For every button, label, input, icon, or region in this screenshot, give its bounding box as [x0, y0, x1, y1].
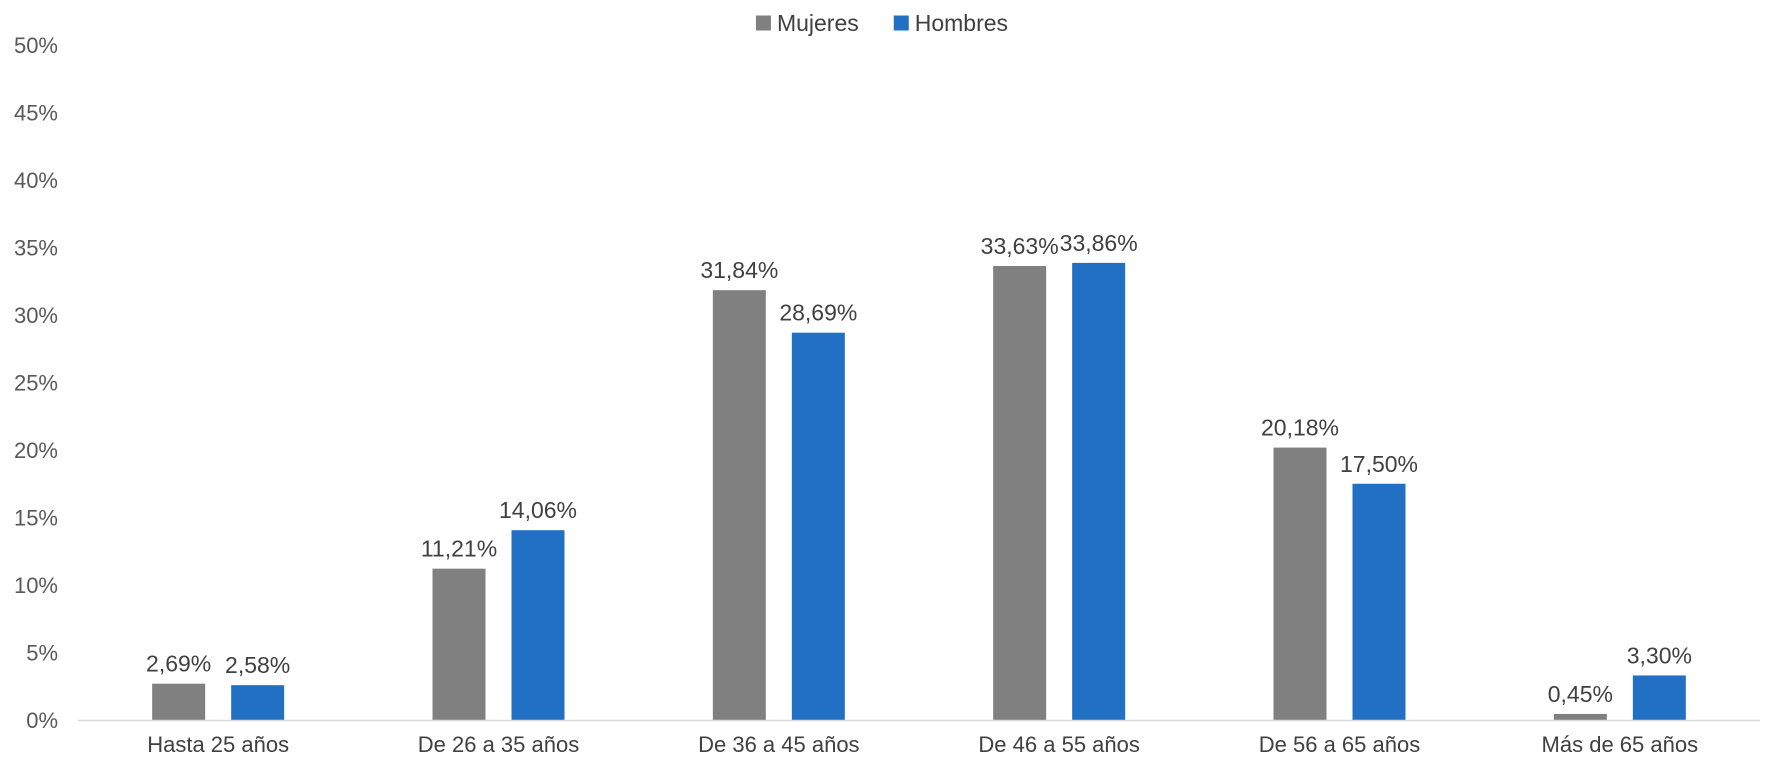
y-tick-label: 5% [26, 641, 58, 666]
y-axis: 0% 5% 10% 15% 20% 25% 30% 35% 40% 45% 50% [14, 33, 58, 733]
data-label: 31,84% [700, 257, 778, 283]
legend: Mujeres Hombres [755, 10, 1008, 36]
y-tick-label: 50% [14, 33, 58, 58]
data-label: 33,63% [981, 233, 1059, 259]
data-label: 0,45% [1548, 681, 1613, 707]
x-axis: Hasta 25 años De 26 a 35 años De 36 a 45 a… [78, 719, 1760, 757]
bar-mujeres [432, 568, 486, 720]
y-tick-label: 15% [14, 506, 58, 531]
legend-item-mujeres: Mujeres [755, 10, 859, 36]
y-tick-label: 30% [14, 303, 58, 328]
bar-mujeres [993, 265, 1047, 720]
data-label: 2,69% [146, 651, 211, 677]
y-tick-label: 0% [26, 708, 58, 733]
legend-label: Hombres [915, 10, 1008, 36]
bar-hombres [511, 530, 565, 720]
y-tick-label: 40% [14, 168, 58, 193]
bar-hombres [1352, 483, 1406, 720]
data-label: 17,50% [1340, 451, 1418, 477]
data-label: 2,58% [225, 652, 290, 678]
x-tick-label: Más de 65 años [1542, 732, 1699, 757]
legend-swatch [893, 15, 909, 31]
data-label: 3,30% [1627, 642, 1692, 668]
x-tick-label: De 56 a 65 años [1259, 732, 1420, 757]
x-tick-label: De 36 a 45 años [698, 732, 859, 757]
data-label: 33,86% [1060, 230, 1138, 256]
legend-swatch [755, 15, 771, 31]
y-tick-label: 25% [14, 371, 58, 396]
x-tick-label: Hasta 25 años [147, 732, 289, 757]
y-tick-label: 20% [14, 438, 58, 463]
bar-hombres [1632, 675, 1686, 720]
bar-hombres [1072, 262, 1126, 720]
bar-mujeres [712, 290, 766, 720]
bar-hombres [231, 685, 285, 720]
legend-item-hombres: Hombres [893, 10, 1008, 36]
data-label: 14,06% [499, 497, 577, 523]
y-tick-label: 10% [14, 573, 58, 598]
bar-mujeres [1553, 713, 1607, 720]
y-tick-label: 45% [14, 101, 58, 126]
bar-mujeres [1273, 447, 1327, 720]
legend-label: Mujeres [777, 10, 859, 36]
data-labels: 2,69% 2,58% 11,21%14,06% 31,84%28,69% 33,63%… [146, 230, 1692, 707]
data-label: 11,21% [421, 536, 497, 562]
x-tick-label: De 26 a 35 años [418, 732, 579, 757]
data-label: 28,69% [779, 300, 857, 326]
bar-mujeres [152, 683, 206, 720]
bars [152, 262, 1686, 720]
y-tick-label: 35% [14, 236, 58, 261]
data-label: 20,18% [1261, 415, 1339, 441]
x-tick-label: De 46 a 55 años [978, 732, 1139, 757]
bar-hombres [791, 332, 845, 720]
